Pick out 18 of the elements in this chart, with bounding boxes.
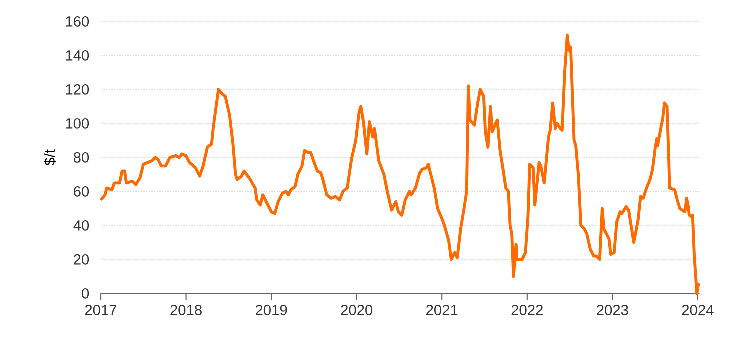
y-axis-title: $/t — [44, 150, 56, 166]
y-tick-label: 140 — [66, 50, 90, 62]
y-tick-label: 160 — [66, 16, 90, 28]
x-tick-label: 2022 — [512, 305, 543, 316]
x-tick-label: 2019 — [256, 305, 288, 316]
x-tick-label: 2017 — [85, 305, 117, 316]
y-tick-label: 80 — [74, 152, 90, 164]
y-tick-label: 40 — [74, 220, 90, 232]
y-tick-label: 120 — [66, 84, 90, 96]
y-tick-label: 100 — [66, 118, 90, 130]
y-tick-label: 20 — [74, 254, 90, 266]
y-tick-label: 60 — [74, 186, 90, 198]
x-tick-label: 2018 — [170, 305, 202, 316]
x-tick-label: 2020 — [341, 305, 373, 316]
x-tick-label: 2021 — [426, 305, 458, 316]
y-tick-label: 0 — [82, 288, 90, 300]
x-tick-label: 2024 — [682, 305, 714, 316]
x-tick-label: 2023 — [597, 305, 628, 316]
